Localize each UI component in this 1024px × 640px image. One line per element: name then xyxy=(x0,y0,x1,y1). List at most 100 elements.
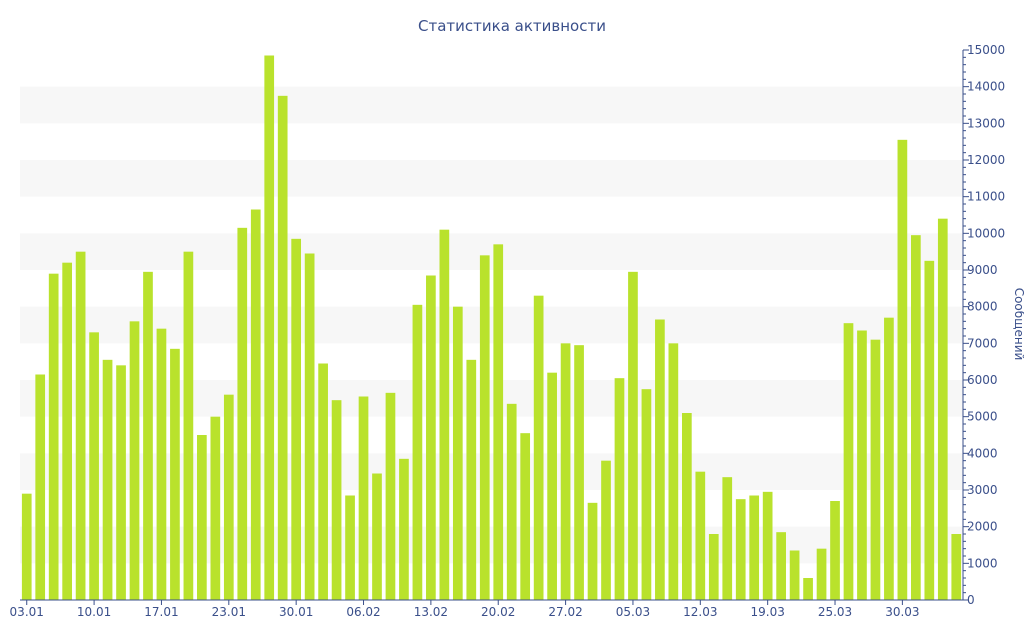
bar xyxy=(951,534,962,600)
y-tick-label: 10000 xyxy=(967,226,1005,240)
bar xyxy=(412,304,423,600)
x-tick-label: 30.03 xyxy=(885,605,919,619)
bar xyxy=(143,271,153,600)
bar xyxy=(897,139,908,600)
bar xyxy=(830,501,840,600)
y-tick-label: 12000 xyxy=(967,153,1005,167)
bar xyxy=(655,319,665,600)
bar xyxy=(129,321,140,600)
bar xyxy=(89,332,99,600)
x-tick-label: 17.01 xyxy=(144,605,178,619)
x-tick-label: 27.02 xyxy=(548,605,582,619)
bar xyxy=(399,458,409,600)
bar xyxy=(735,499,746,600)
bar xyxy=(439,229,450,601)
bar xyxy=(816,548,827,600)
x-tick-label: 23.01 xyxy=(212,605,246,619)
bar xyxy=(547,372,557,600)
y-tick-label: 0 xyxy=(967,593,975,607)
bar xyxy=(493,244,504,600)
y-tick-label: 2000 xyxy=(967,520,998,534)
x-tick-label: 12.03 xyxy=(683,605,717,619)
bar xyxy=(857,330,867,600)
y-axis-label: Сообщений xyxy=(1012,288,1024,361)
bar xyxy=(35,374,46,600)
y-tick-label: 7000 xyxy=(967,336,998,350)
bar xyxy=(210,416,221,600)
bar xyxy=(574,345,584,600)
x-tick-label: 10.01 xyxy=(77,605,111,619)
bar xyxy=(924,260,935,600)
bar xyxy=(62,262,72,600)
bar xyxy=(762,491,773,600)
bar xyxy=(75,251,86,601)
bar xyxy=(506,403,517,600)
y-tick-label: 6000 xyxy=(967,373,998,387)
y-tick-label: 4000 xyxy=(967,446,998,460)
bar xyxy=(197,435,207,600)
y-tick-label: 1000 xyxy=(967,556,998,570)
bar xyxy=(708,534,719,600)
y-tick-label: 11000 xyxy=(967,190,1005,204)
x-tick-label: 05.03 xyxy=(616,605,650,619)
bar xyxy=(48,273,59,600)
bar xyxy=(21,493,32,600)
x-tick-label: 13.02 xyxy=(414,605,448,619)
axes: 0 1000 2000 3000 4000 5000 6000 7000 8000 9000 100… xyxy=(10,43,1006,619)
y-tick-label: 3000 xyxy=(967,483,998,497)
bar xyxy=(318,363,328,600)
bar xyxy=(601,460,611,600)
bar xyxy=(668,343,679,600)
bar xyxy=(426,275,436,600)
x-tick-label: 30.01 xyxy=(279,605,313,619)
bar xyxy=(884,317,894,600)
bar xyxy=(695,471,706,600)
bar xyxy=(116,365,126,600)
bar xyxy=(452,306,463,600)
bar xyxy=(331,400,342,600)
x-tick-label: 19.03 xyxy=(750,605,784,619)
bar xyxy=(479,255,490,600)
bar xyxy=(776,532,786,600)
bar xyxy=(170,348,180,600)
bar xyxy=(587,502,598,600)
bars xyxy=(21,55,962,601)
y-tick-label: 13000 xyxy=(967,116,1005,130)
grid-band xyxy=(20,160,963,197)
bar xyxy=(911,235,921,601)
bar xyxy=(264,55,275,600)
y-tick-label: 15000 xyxy=(967,43,1005,57)
bar xyxy=(291,238,302,600)
bar xyxy=(237,227,248,600)
chart-title: Статистика активности xyxy=(418,17,606,35)
bar xyxy=(722,477,733,600)
bar xyxy=(358,396,369,600)
bar xyxy=(937,218,948,601)
bar xyxy=(520,433,531,600)
bar xyxy=(466,359,477,600)
bar xyxy=(628,271,638,600)
bar xyxy=(614,378,625,600)
x-tick-label: 20.02 xyxy=(481,605,515,619)
bar xyxy=(789,550,800,600)
bar xyxy=(223,394,234,600)
bar xyxy=(681,413,692,600)
grid-band xyxy=(20,306,963,344)
grid-band xyxy=(20,86,963,124)
bar xyxy=(345,495,355,600)
bar xyxy=(870,339,881,600)
bar xyxy=(385,392,396,600)
bar xyxy=(560,343,571,600)
grid-band xyxy=(20,233,963,270)
y-tick-label: 14000 xyxy=(967,80,1005,94)
x-tick-label: 25.03 xyxy=(818,605,852,619)
bar xyxy=(250,209,261,600)
bar xyxy=(183,251,194,601)
bar xyxy=(533,295,544,600)
grid-bands xyxy=(20,86,963,564)
bar xyxy=(372,473,382,600)
bar xyxy=(641,389,652,600)
bar xyxy=(749,495,760,600)
